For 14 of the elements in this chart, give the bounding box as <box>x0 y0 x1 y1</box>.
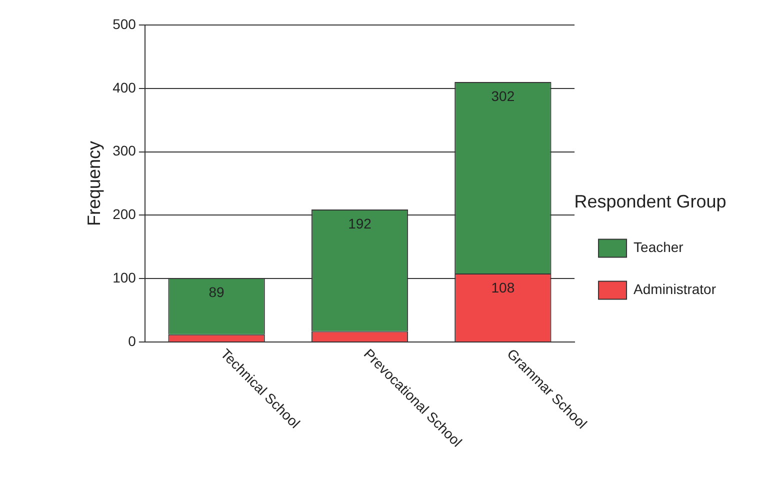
data-label: 302 <box>491 88 515 104</box>
y-tick-label: 400 <box>112 79 136 96</box>
legend-label: Teacher <box>634 239 684 256</box>
data-label: 192 <box>348 215 372 232</box>
legend-title: Respondent Group <box>574 192 726 212</box>
y-tick-label: 300 <box>112 142 136 159</box>
y-axis-title: Frequency <box>84 140 104 226</box>
y-tick-label: 500 <box>112 16 136 32</box>
legend-label: Administrator <box>634 281 716 298</box>
y-tick-label: 100 <box>112 269 136 286</box>
data-label: 89 <box>208 284 225 300</box>
y-tick-label: 0 <box>128 332 136 349</box>
y-tick-label: 200 <box>112 206 136 222</box>
data-label: 108 <box>491 279 515 296</box>
